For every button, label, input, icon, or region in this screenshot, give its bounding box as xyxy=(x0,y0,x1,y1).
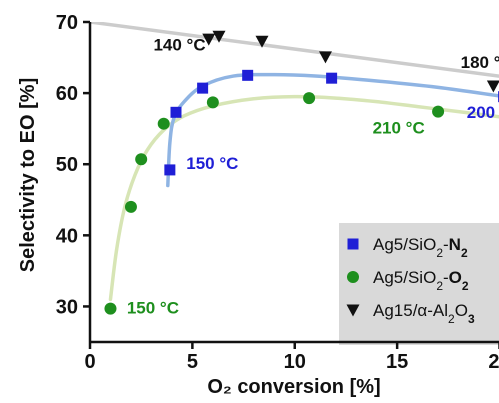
data-point-1-0 xyxy=(104,302,117,315)
y-axis-title: Selectivity to EO [%] xyxy=(17,78,39,273)
data-point-1-2 xyxy=(135,153,148,166)
legend-label-1: Ag5/SiO2-O2 xyxy=(373,268,469,293)
data-point-0-4 xyxy=(326,72,338,84)
legend-marker-0 xyxy=(347,238,359,250)
data-point-0-0 xyxy=(164,164,176,176)
data-point-2-2 xyxy=(255,35,269,48)
data-point-1-6 xyxy=(432,105,445,118)
legend-box xyxy=(339,223,499,345)
x-tick-label: 20 xyxy=(488,351,499,373)
temperature-annotation-2: 200 °C xyxy=(467,103,499,122)
x-tick-label: 0 xyxy=(84,351,95,373)
y-tick-label: 30 xyxy=(56,296,78,318)
data-point-2-1 xyxy=(212,30,226,43)
annotations: 140 °C 180 °C 200 °C 210 °C 150 °C 150 °C xyxy=(127,35,499,317)
legend-marker-1 xyxy=(347,271,359,283)
data-point-1-3 xyxy=(157,117,170,130)
x-axis-title: O₂ conversion [%] xyxy=(207,376,380,398)
temperature-annotation-3: 210 °C xyxy=(373,119,425,138)
legend-marker-2 xyxy=(346,304,360,317)
data-point-2-3 xyxy=(318,51,332,64)
data-point-2-4 xyxy=(486,80,499,93)
data-points xyxy=(104,30,499,315)
data-point-0-2 xyxy=(197,82,209,94)
legend: Ag5/SiO2-N2 Ag5/SiO2-O2 Ag15/α-Al2O3 xyxy=(346,235,475,326)
x-tick-label: 5 xyxy=(187,351,198,373)
y-tick-label: 40 xyxy=(56,225,78,247)
y-tick-label: 50 xyxy=(56,154,78,176)
temperature-annotation-1: 180 °C xyxy=(461,53,499,72)
fit-curve-2 xyxy=(90,22,499,78)
data-point-0-3 xyxy=(242,69,254,81)
y-tick-label: 60 xyxy=(56,83,78,105)
y-tick-label: 70 xyxy=(56,12,78,34)
x-tick-label: 15 xyxy=(386,351,408,373)
x-tick-label: 10 xyxy=(284,351,306,373)
data-point-1-4 xyxy=(206,96,219,109)
temperature-annotation-4: 150 °C xyxy=(186,154,238,173)
temperature-annotation-0: 140 °C xyxy=(153,35,205,54)
data-point-1-1 xyxy=(124,200,137,213)
axis-ticks: 0 5 10 15 20 30 40 50 60 70 xyxy=(56,12,499,373)
legend-label-2: Ag15/α-Al2O3 xyxy=(373,301,475,326)
data-point-0-1 xyxy=(170,106,182,118)
fit-curve-0 xyxy=(166,72,499,188)
legend-label-0: Ag5/SiO2-N2 xyxy=(373,235,468,260)
data-point-1-5 xyxy=(303,92,316,105)
temperature-annotation-5: 150 °C xyxy=(127,299,179,318)
data-point-2-0 xyxy=(202,33,216,46)
